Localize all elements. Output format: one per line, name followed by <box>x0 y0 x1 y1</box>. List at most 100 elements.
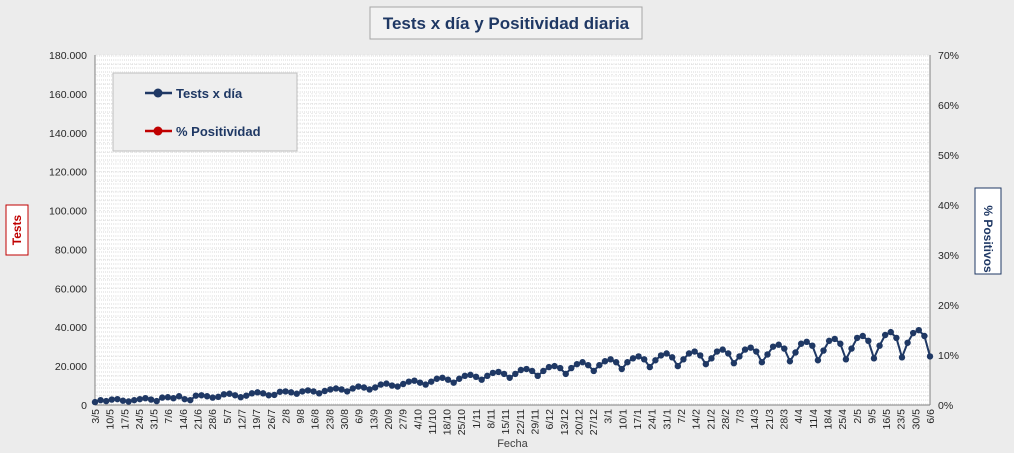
x-tick-label: 28/6 <box>207 409 219 430</box>
data-point <box>383 380 390 387</box>
y2-tick-label: 60% <box>938 100 959 112</box>
data-point <box>192 392 200 399</box>
data-point <box>809 342 816 349</box>
data-point <box>433 375 441 382</box>
data-point <box>624 359 631 366</box>
data-point <box>747 344 754 351</box>
x-tick-label: 10/5 <box>105 409 117 430</box>
data-point <box>338 386 345 393</box>
data-point <box>921 332 928 340</box>
y2-tick-label: 0% <box>938 400 953 412</box>
data-point <box>512 370 519 378</box>
x-tick-label: 7/6 <box>163 409 175 424</box>
data-point <box>887 328 894 336</box>
x-tick-label: 28/2 <box>720 409 732 430</box>
x-tick-label: 6/12 <box>544 409 556 430</box>
legend-marker-1 <box>153 126 163 136</box>
data-point <box>607 356 614 363</box>
data-point <box>775 341 782 348</box>
data-point <box>299 388 306 395</box>
x-tick-label: 17/1 <box>632 409 644 430</box>
data-point <box>612 359 620 366</box>
x-tick-label: 30/8 <box>339 409 351 430</box>
data-point <box>349 385 356 392</box>
x-tick-label: 27/12 <box>588 409 600 435</box>
data-point <box>545 363 553 371</box>
data-point <box>394 383 401 390</box>
y2-axis-title-box <box>974 187 1002 275</box>
data-point <box>377 381 385 388</box>
data-point <box>282 388 289 395</box>
data-point <box>489 369 497 377</box>
data-point <box>758 359 766 366</box>
data-point <box>355 383 362 390</box>
x-tick-label: 6/6 <box>925 409 937 424</box>
data-point <box>764 351 771 358</box>
y2-tick-label: 70% <box>938 50 959 62</box>
x-tick-label: 20/9 <box>383 409 395 430</box>
data-point <box>865 337 872 345</box>
x-tick-label: 14/6 <box>178 409 190 430</box>
data-point <box>164 394 172 401</box>
data-point <box>119 397 127 404</box>
data-point <box>657 352 665 359</box>
data-point <box>663 350 670 357</box>
x-tick-label: 29/11 <box>529 409 541 435</box>
data-point <box>562 370 569 378</box>
x-axis-title: Fecha <box>497 438 528 450</box>
data-point <box>629 355 637 362</box>
data-point <box>287 389 295 396</box>
data-point <box>534 372 541 380</box>
data-point <box>170 394 177 402</box>
data-point <box>848 345 855 352</box>
data-point <box>259 390 267 397</box>
y2-tick-label: 20% <box>938 300 959 312</box>
data-point <box>601 358 609 365</box>
data-point <box>444 376 452 383</box>
data-point <box>825 337 833 345</box>
data-point <box>837 340 844 347</box>
data-point <box>472 373 480 381</box>
data-point <box>792 349 799 356</box>
x-tick-label: 25/10 <box>456 409 468 435</box>
legend-label-0: Tests x día <box>176 86 243 101</box>
data-point <box>226 390 233 397</box>
data-point <box>495 368 502 376</box>
x-tick-label: 14/2 <box>691 409 703 430</box>
data-point <box>243 392 250 399</box>
legend-marker-0 <box>153 88 163 98</box>
x-tick-label: 3/5 <box>90 409 102 424</box>
data-point <box>820 347 827 354</box>
data-point <box>360 384 368 391</box>
data-point <box>175 393 183 400</box>
title-box <box>369 6 643 40</box>
data-point <box>400 380 407 388</box>
data-point <box>702 360 710 368</box>
data-point <box>500 370 508 378</box>
data-point <box>125 398 132 405</box>
x-tick-label: 4/10 <box>412 409 424 430</box>
data-point <box>187 396 194 404</box>
x-tick-label: 6/9 <box>354 409 366 424</box>
x-tick-label: 9/5 <box>866 409 878 424</box>
x-tick-label: 26/7 <box>266 409 278 430</box>
y-tick-label: 120.000 <box>49 167 87 179</box>
data-point <box>898 354 906 361</box>
y-tick-label: 140.000 <box>49 128 87 140</box>
x-tick-label: 24/1 <box>647 409 659 430</box>
y-tick-label: 60.000 <box>55 283 87 295</box>
x-tick-label: 18/4 <box>822 409 834 430</box>
data-point <box>909 329 917 337</box>
data-point <box>741 346 749 353</box>
data-point <box>450 379 457 386</box>
data-point <box>736 353 743 360</box>
data-point <box>579 359 586 366</box>
x-tick-label: 17/5 <box>119 409 131 430</box>
data-point <box>685 350 693 357</box>
x-tick-label: 31/1 <box>661 409 673 430</box>
data-point <box>730 359 738 367</box>
y2-tick-label: 40% <box>938 200 959 212</box>
data-point <box>203 393 211 400</box>
data-point <box>209 394 216 401</box>
x-tick-label: 28/3 <box>779 409 791 430</box>
